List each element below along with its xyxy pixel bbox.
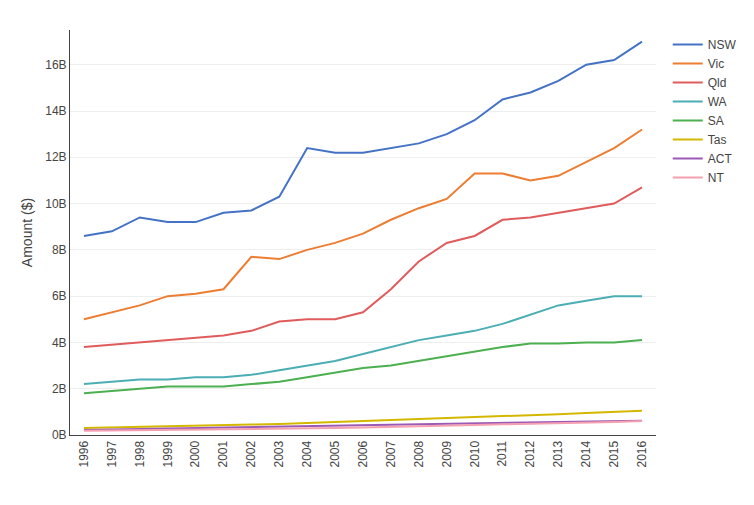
svg-text:2016: 2016 bbox=[635, 440, 649, 467]
svg-text:10B: 10B bbox=[45, 197, 66, 211]
svg-text:0B: 0B bbox=[52, 428, 67, 442]
svg-text:Amount ($): Amount ($) bbox=[19, 198, 35, 267]
svg-text:14B: 14B bbox=[45, 104, 66, 118]
svg-text:2000: 2000 bbox=[188, 440, 202, 467]
svg-text:1997: 1997 bbox=[105, 440, 119, 467]
svg-text:16B: 16B bbox=[45, 58, 66, 72]
svg-text:Tas: Tas bbox=[708, 133, 727, 147]
svg-text:6B: 6B bbox=[52, 289, 67, 303]
svg-text:2006: 2006 bbox=[356, 440, 370, 467]
svg-text:2010: 2010 bbox=[468, 440, 482, 467]
svg-text:8B: 8B bbox=[52, 243, 67, 257]
svg-text:1998: 1998 bbox=[133, 440, 147, 467]
svg-text:2009: 2009 bbox=[440, 440, 454, 467]
svg-text:2004: 2004 bbox=[300, 440, 314, 467]
svg-text:SA: SA bbox=[708, 114, 724, 128]
svg-text:2005: 2005 bbox=[328, 440, 342, 467]
svg-text:Qld: Qld bbox=[708, 76, 727, 90]
svg-text:2013: 2013 bbox=[551, 440, 565, 467]
svg-text:NSW: NSW bbox=[708, 38, 737, 52]
svg-text:ACT: ACT bbox=[708, 152, 733, 166]
svg-text:2011: 2011 bbox=[495, 440, 509, 466]
svg-text:4B: 4B bbox=[52, 336, 67, 350]
svg-text:2014: 2014 bbox=[579, 440, 593, 467]
svg-text:WA: WA bbox=[708, 95, 727, 109]
svg-text:2012: 2012 bbox=[523, 440, 537, 467]
svg-text:1996: 1996 bbox=[77, 440, 91, 467]
svg-text:2B: 2B bbox=[52, 382, 67, 396]
svg-text:2007: 2007 bbox=[384, 440, 398, 467]
svg-text:Vic: Vic bbox=[708, 57, 724, 71]
svg-text:1999: 1999 bbox=[161, 440, 175, 467]
svg-text:2015: 2015 bbox=[607, 440, 621, 467]
svg-text:2008: 2008 bbox=[412, 440, 426, 467]
svg-text:2002: 2002 bbox=[244, 440, 258, 467]
svg-text:12B: 12B bbox=[45, 150, 66, 164]
svg-text:2001: 2001 bbox=[216, 440, 230, 467]
svg-text:2003: 2003 bbox=[272, 440, 286, 467]
svg-text:NT: NT bbox=[708, 171, 725, 185]
